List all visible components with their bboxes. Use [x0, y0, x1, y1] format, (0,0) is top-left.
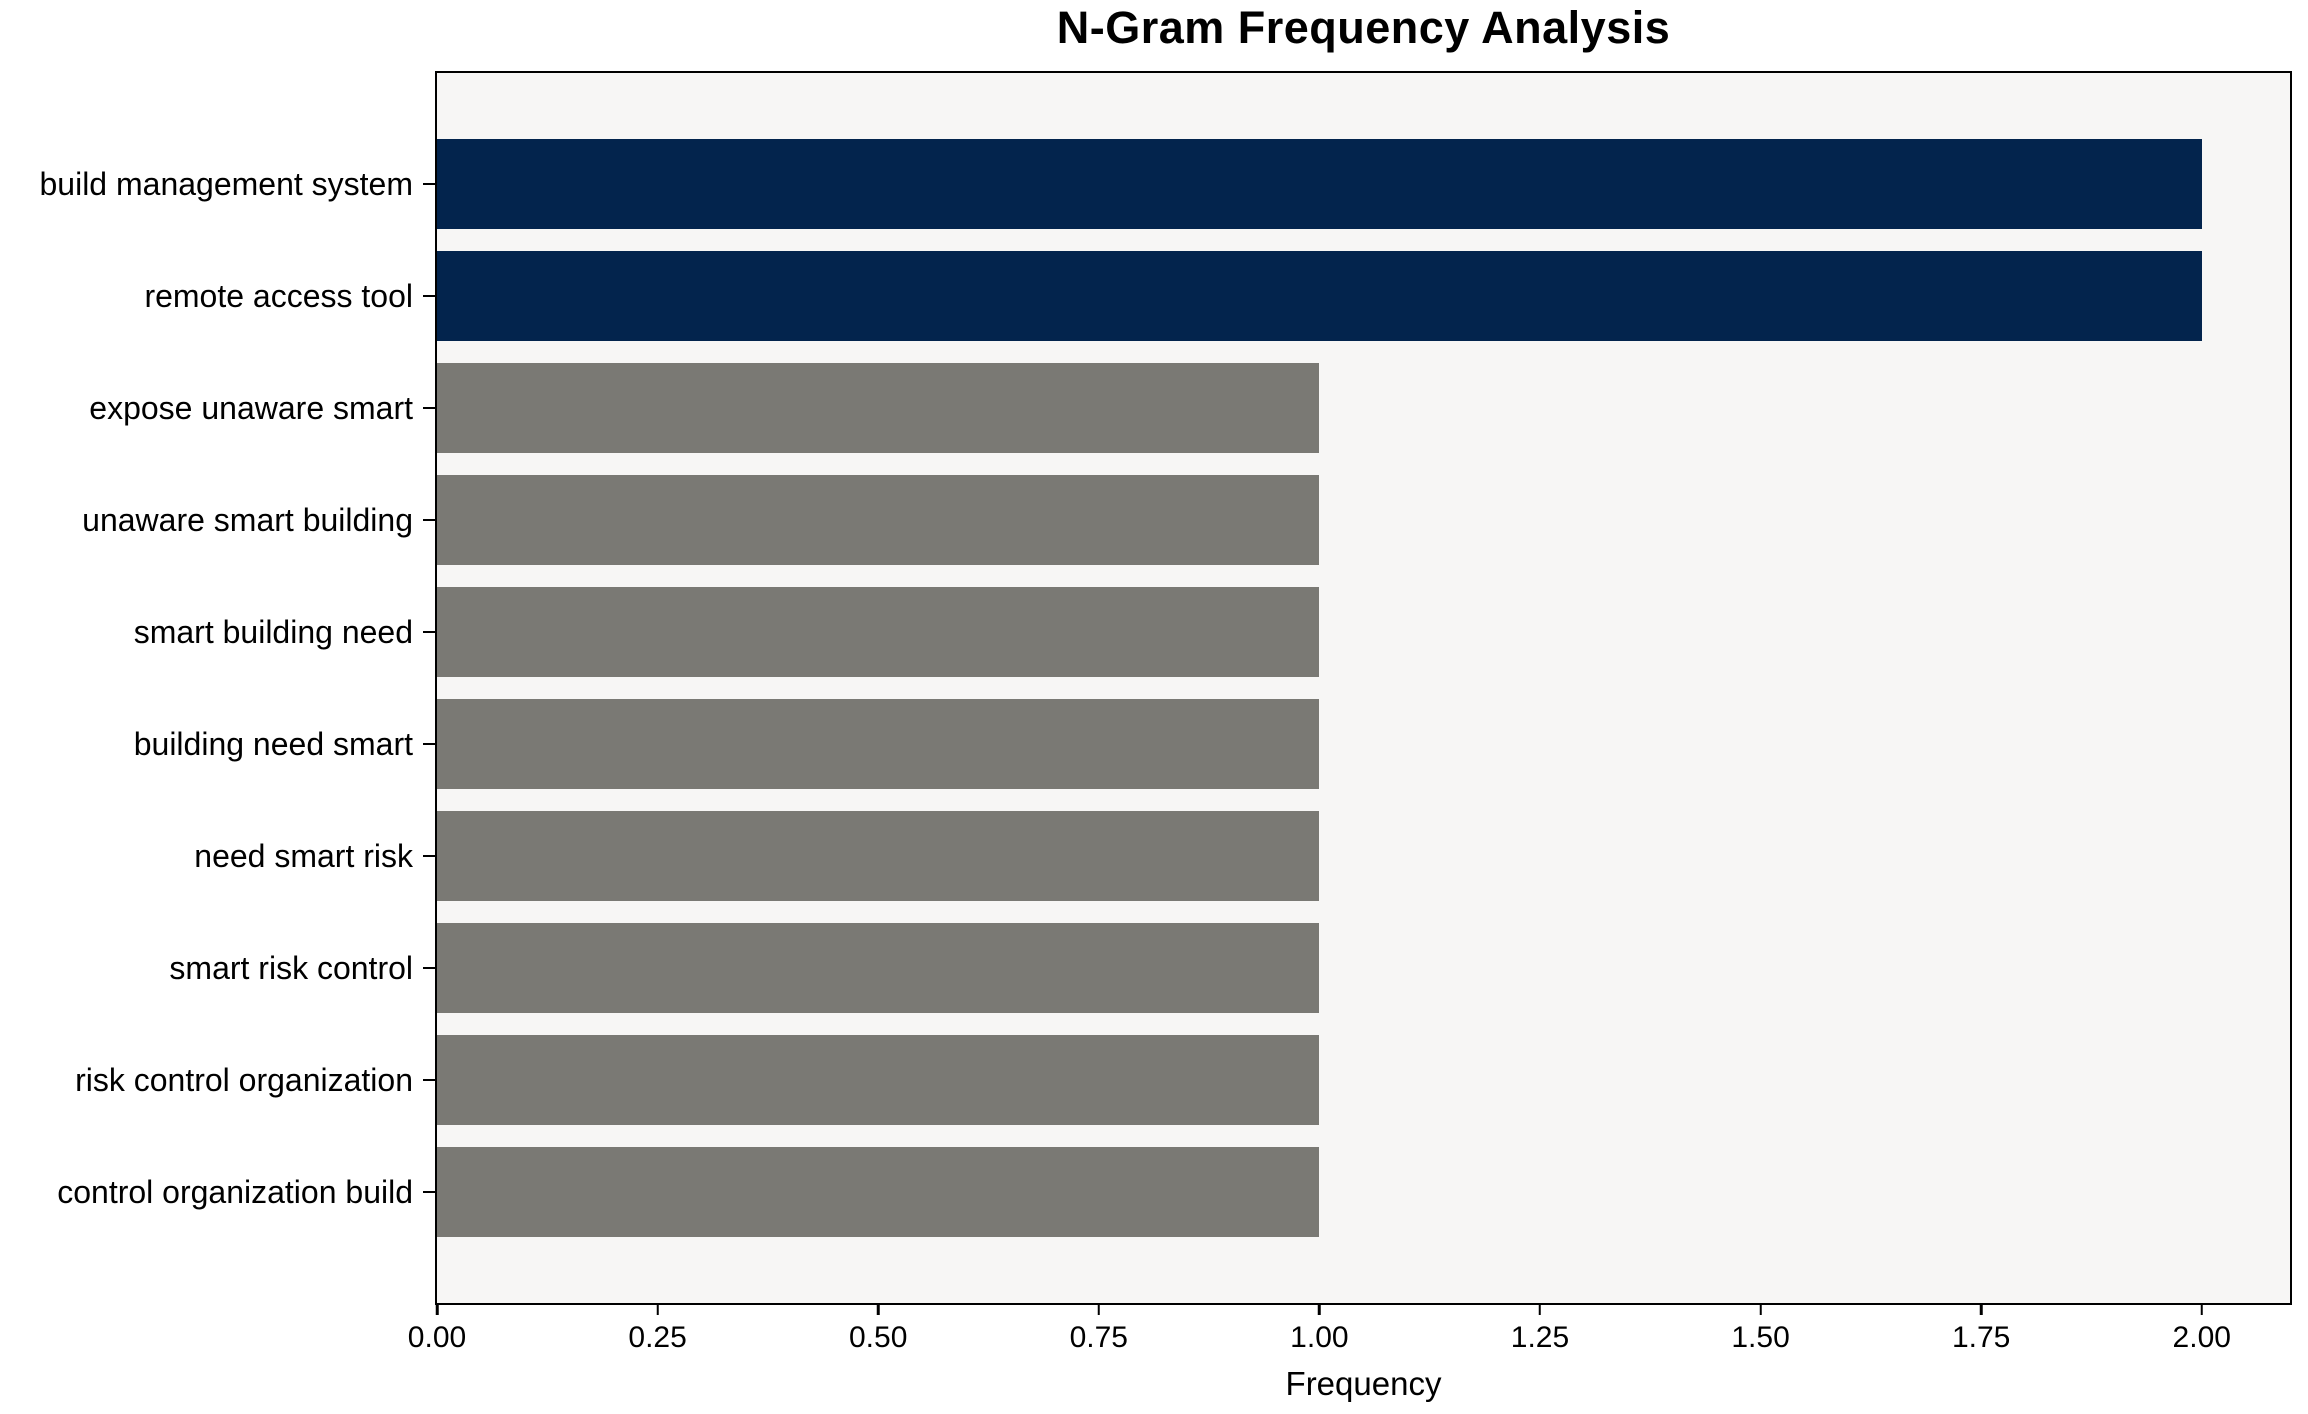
x-tick-label: 0.25: [628, 1321, 687, 1354]
bar-band: remote access tool: [144, 240, 2290, 352]
bar: [437, 139, 2202, 229]
bar: [437, 363, 1320, 453]
y-tick-label: remote access tool: [144, 278, 413, 314]
x-tick-mark: [656, 1303, 659, 1315]
y-tick-label: unaware smart building: [82, 502, 413, 538]
x-tick-label: 1.75: [1951, 1321, 2011, 1354]
bar-band: need smart risk: [194, 800, 2290, 912]
bar: [437, 1147, 1320, 1237]
x-axis-title: Frequency: [1285, 1365, 1442, 1402]
y-tick-mark: [422, 854, 435, 858]
bar-band: unaware smart building: [82, 464, 2290, 576]
x-tick-mark: [1097, 1303, 1101, 1315]
bar: [437, 587, 1320, 677]
bar-band: expose unaware smart: [89, 352, 2290, 464]
bar-band: risk control organization: [75, 1024, 2290, 1136]
y-tick-label: expose unaware smart: [89, 390, 413, 426]
x-tick-label: 0.75: [1069, 1321, 1128, 1354]
x-tick-mark: [1979, 1303, 1983, 1315]
y-tick-mark: [422, 294, 435, 298]
x-tick-label: 1.00: [1290, 1321, 1349, 1354]
x-tick-label: 2.00: [2172, 1321, 2231, 1354]
bar: [437, 475, 1320, 565]
x-tick-label: 0.00: [407, 1321, 467, 1354]
y-tick-label: building need smart: [133, 726, 413, 762]
y-tick-mark: [422, 966, 435, 970]
y-tick-label: risk control organization: [75, 1062, 413, 1098]
y-tick-mark: [422, 182, 435, 186]
chart-title: N-Gram Frequency Analysis: [1056, 2, 1671, 53]
bar-band: control organization build: [57, 1136, 2290, 1248]
bar: [437, 699, 1320, 789]
y-tick-mark: [422, 518, 435, 522]
y-tick-label: control organization build: [57, 1174, 413, 1210]
bar-band: smart risk control: [169, 912, 2290, 1024]
y-tick-mark: [422, 630, 435, 634]
plot-area: build management system remote access too…: [39, 71, 2292, 1400]
x-tick-label: 1.25: [1510, 1321, 1570, 1354]
y-tick-label: build management system: [39, 166, 413, 202]
x-tick-mark: [435, 1303, 439, 1315]
y-tick-mark: [422, 1078, 435, 1082]
x-tick-mark: [1318, 1303, 1321, 1315]
x-tick-mark: [876, 1303, 880, 1315]
bar: [437, 923, 1320, 1013]
y-tick-label: need smart risk: [194, 838, 413, 874]
x-tick-mark: [1538, 1303, 1542, 1315]
x-tick-mark: [2200, 1303, 2203, 1315]
bar: [437, 251, 2202, 341]
x-tick-label: 1.50: [1731, 1321, 1790, 1354]
y-tick-label: smart risk control: [169, 950, 413, 986]
y-tick-mark: [422, 1190, 435, 1194]
bar-band: build management system: [39, 128, 2290, 240]
y-tick-label: smart building need: [133, 614, 413, 650]
bar: [437, 811, 1320, 901]
bar-band: smart building need: [134, 576, 2290, 688]
bar-band: building need smart: [134, 688, 2290, 800]
y-tick-mark: [422, 406, 435, 410]
bars-area: build management system remote access too…: [39, 73, 2290, 1303]
bar: [437, 1035, 1320, 1125]
x-tick-label: 0.50: [848, 1321, 908, 1354]
y-tick-mark: [422, 742, 435, 746]
x-tick-mark: [1759, 1303, 1762, 1315]
